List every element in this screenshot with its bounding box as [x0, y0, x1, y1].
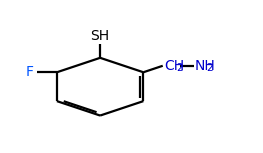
Text: NH: NH	[195, 59, 215, 73]
Text: 2: 2	[176, 63, 183, 73]
Text: 2: 2	[206, 63, 213, 73]
Text: F: F	[26, 65, 34, 79]
Text: SH: SH	[90, 29, 110, 43]
Text: CH: CH	[164, 59, 185, 73]
